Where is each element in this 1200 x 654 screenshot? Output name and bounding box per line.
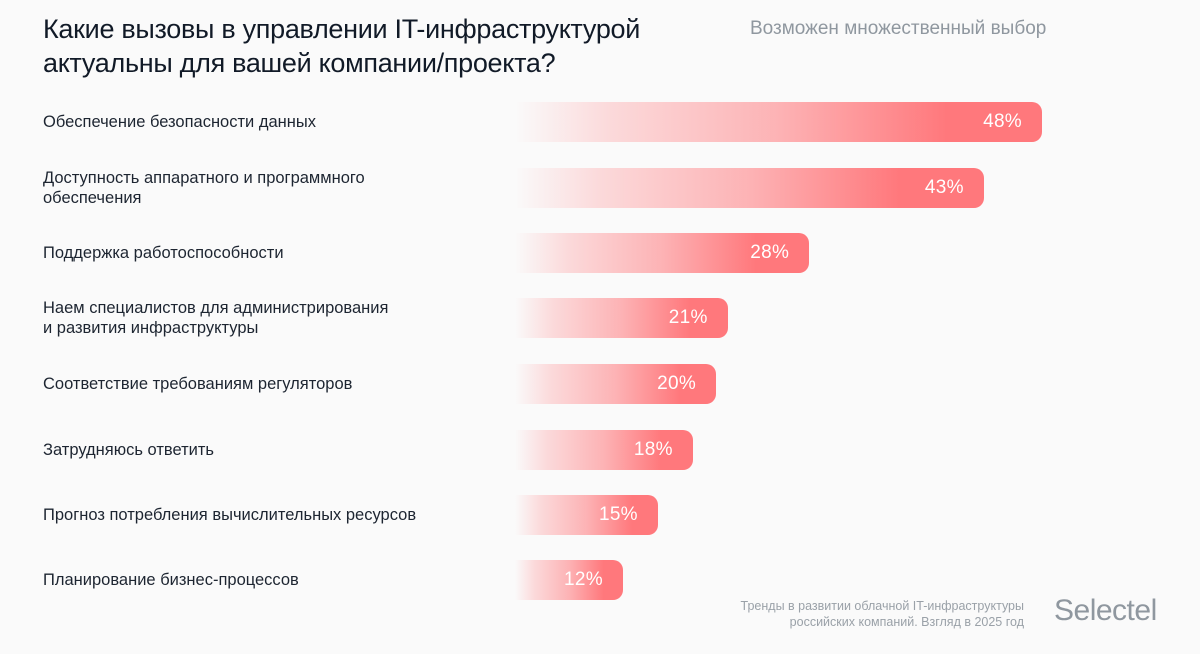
selectel-logo: Selectel xyxy=(1054,594,1157,627)
category-label-line: Доступность аппаратного и программного xyxy=(43,169,365,187)
category-label-line: Прогноз потребления вычислительных ресур… xyxy=(43,506,417,524)
bar: 18% xyxy=(515,430,693,470)
bar: 28% xyxy=(515,233,810,273)
category-label-line: Затрудняюсь ответить xyxy=(43,441,215,459)
source-line-1: Тренды в развитии облачной IT-инфраструк… xyxy=(740,599,1024,613)
bar-value-label: 28% xyxy=(750,242,790,263)
category-label: Затрудняюсь ответить xyxy=(43,440,483,460)
category-label: Соответствие требованиям регуляторов xyxy=(43,374,483,394)
category-label: Наем специалистов для администрирования и… xyxy=(43,298,483,338)
category-label-line: Наем специалистов для администрирования xyxy=(43,299,389,317)
bar: 12% xyxy=(515,560,623,600)
chart-subtitle: Возможен множественный выбор xyxy=(750,18,1047,39)
bar-value-label: 21% xyxy=(668,307,708,328)
category-label: Прогноз потребления вычислительных ресур… xyxy=(43,505,483,525)
category-label: Доступность аппаратного и программного об… xyxy=(43,168,483,208)
bar: 15% xyxy=(515,495,658,535)
category-label: Обеспечение безопасности данных xyxy=(43,112,483,132)
bar-value-label: 15% xyxy=(598,504,638,525)
chart-title: Какие вызовы в управлении IT-инфраструкт… xyxy=(43,12,723,80)
bar-value-label: 18% xyxy=(633,439,673,460)
bar: 48% xyxy=(515,102,1043,142)
bar-value-label: 43% xyxy=(924,177,964,198)
chart-title-line-1: Какие вызовы в управлении IT-инфраструкт… xyxy=(43,14,641,44)
bar-value-label: 12% xyxy=(564,569,603,590)
category-label-line: Планирование бизнес-процессов xyxy=(43,571,299,589)
category-label-line: Соответствие требованиям регуляторов xyxy=(43,375,353,393)
bar: 21% xyxy=(515,298,728,338)
category-label: Поддержка работоспособности xyxy=(43,243,483,263)
bar: 20% xyxy=(515,364,717,404)
chart-title-line-2: актуальны для вашей компании/проекта? xyxy=(43,48,556,78)
category-label-line: Поддержка работоспособности xyxy=(43,244,284,262)
category-label: Планирование бизнес-процессов xyxy=(43,570,483,590)
bar-value-label: 20% xyxy=(657,373,697,394)
source-note: Тренды в развитии облачной IT-инфраструк… xyxy=(741,598,1024,630)
category-label-line: обеспечения xyxy=(43,189,142,207)
source-line-2: российских компаний. Взгляд в 2025 год xyxy=(789,615,1024,629)
bar: 43% xyxy=(515,168,984,208)
bar-value-label: 48% xyxy=(983,111,1023,132)
category-label-line: Обеспечение безопасности данных xyxy=(43,113,316,131)
category-label-line: и развития инфраструктуры xyxy=(43,319,259,337)
